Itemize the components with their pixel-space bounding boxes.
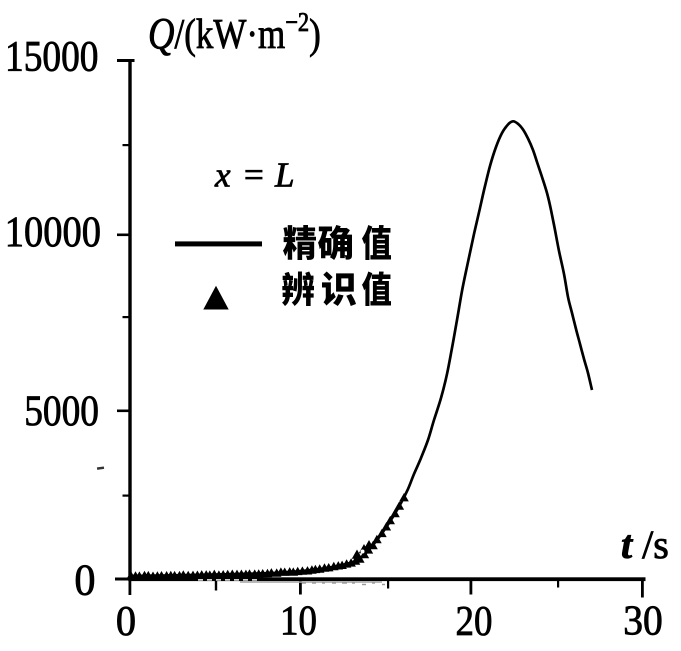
svg-text:15000: 15000 [5, 32, 98, 80]
svg-text:x: x [214, 156, 231, 195]
svg-text:=: = [244, 156, 264, 195]
svg-text:20: 20 [456, 598, 493, 645]
svg-text:L: L [274, 156, 294, 195]
svg-text:5000: 5000 [24, 386, 99, 434]
svg-text:0: 0 [116, 597, 136, 644]
svg-text:10000: 10000 [5, 207, 101, 256]
svg-text:Q/(kW·m−2): Q/(kW·m−2) [148, 8, 321, 58]
svg-text:10: 10 [280, 597, 317, 644]
svg-text:30: 30 [623, 596, 663, 644]
svg-text:0: 0 [74, 556, 95, 605]
svg-text:t /s: t /s [621, 522, 669, 567]
